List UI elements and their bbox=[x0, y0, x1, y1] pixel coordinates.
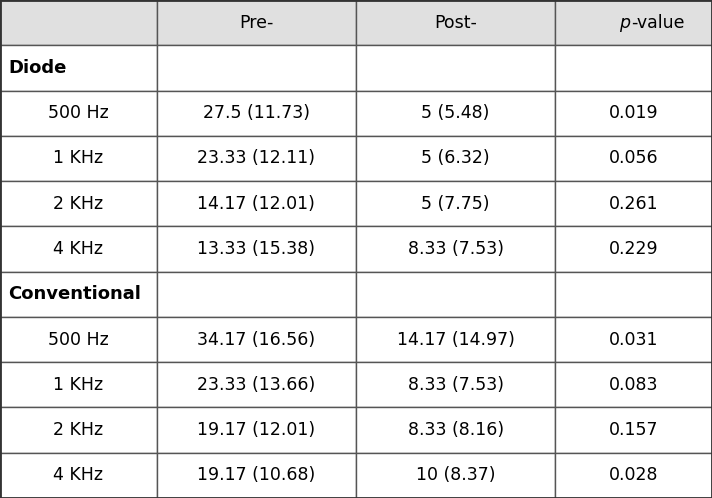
Text: 23.33 (13.66): 23.33 (13.66) bbox=[197, 376, 315, 394]
Text: 2 KHz: 2 KHz bbox=[53, 421, 103, 439]
Text: 0.157: 0.157 bbox=[609, 421, 659, 439]
Bar bbox=[356, 362, 555, 407]
Bar bbox=[0, 0, 157, 45]
Bar bbox=[0, 271, 157, 317]
Text: 5 (6.32): 5 (6.32) bbox=[422, 149, 490, 167]
Bar bbox=[555, 136, 712, 181]
Bar bbox=[157, 317, 356, 362]
Text: 500 Hz: 500 Hz bbox=[48, 331, 109, 349]
Bar bbox=[555, 453, 712, 498]
Text: 0.261: 0.261 bbox=[609, 195, 659, 213]
Text: p: p bbox=[619, 13, 630, 32]
Text: 500 Hz: 500 Hz bbox=[48, 104, 109, 122]
Bar bbox=[0, 181, 157, 227]
Bar bbox=[0, 136, 157, 181]
Text: 0.229: 0.229 bbox=[609, 240, 659, 258]
Bar bbox=[555, 45, 712, 91]
Bar bbox=[157, 181, 356, 227]
Bar bbox=[157, 136, 356, 181]
Bar bbox=[157, 91, 356, 136]
Bar bbox=[555, 317, 712, 362]
Bar bbox=[555, 91, 712, 136]
Text: 5 (5.48): 5 (5.48) bbox=[422, 104, 490, 122]
Bar bbox=[356, 453, 555, 498]
Text: -value: -value bbox=[631, 13, 684, 32]
Text: 19.17 (12.01): 19.17 (12.01) bbox=[197, 421, 315, 439]
Bar bbox=[356, 91, 555, 136]
Bar bbox=[157, 45, 356, 91]
Bar bbox=[157, 271, 356, 317]
Text: 13.33 (15.38): 13.33 (15.38) bbox=[197, 240, 315, 258]
Text: 1 KHz: 1 KHz bbox=[53, 149, 103, 167]
Text: 4 KHz: 4 KHz bbox=[53, 466, 103, 485]
Text: 4 KHz: 4 KHz bbox=[53, 240, 103, 258]
Bar bbox=[555, 0, 712, 45]
Text: 27.5 (11.73): 27.5 (11.73) bbox=[203, 104, 310, 122]
Bar bbox=[555, 407, 712, 453]
Bar bbox=[157, 407, 356, 453]
Bar bbox=[157, 453, 356, 498]
Text: Diode: Diode bbox=[9, 59, 67, 77]
Text: Post-: Post- bbox=[434, 13, 477, 32]
Bar bbox=[356, 45, 555, 91]
Bar bbox=[555, 181, 712, 227]
Bar bbox=[0, 227, 157, 271]
Text: Conventional: Conventional bbox=[9, 285, 142, 303]
Bar bbox=[157, 227, 356, 271]
Text: 14.17 (12.01): 14.17 (12.01) bbox=[197, 195, 315, 213]
Bar bbox=[555, 271, 712, 317]
Bar bbox=[356, 136, 555, 181]
Bar bbox=[555, 227, 712, 271]
Text: 14.17 (14.97): 14.17 (14.97) bbox=[397, 331, 515, 349]
Text: 0.019: 0.019 bbox=[609, 104, 659, 122]
Text: 0.056: 0.056 bbox=[609, 149, 659, 167]
Bar bbox=[356, 0, 555, 45]
Text: 34.17 (16.56): 34.17 (16.56) bbox=[197, 331, 315, 349]
Bar bbox=[157, 0, 356, 45]
Bar bbox=[0, 45, 157, 91]
Text: 10 (8.37): 10 (8.37) bbox=[416, 466, 496, 485]
Text: 8.33 (8.16): 8.33 (8.16) bbox=[407, 421, 504, 439]
Bar bbox=[157, 362, 356, 407]
Bar bbox=[356, 271, 555, 317]
Bar bbox=[0, 91, 157, 136]
Bar bbox=[0, 317, 157, 362]
Text: 2 KHz: 2 KHz bbox=[53, 195, 103, 213]
Text: Pre-: Pre- bbox=[239, 13, 273, 32]
Bar bbox=[555, 362, 712, 407]
Text: 0.083: 0.083 bbox=[609, 376, 659, 394]
Text: 0.031: 0.031 bbox=[609, 331, 659, 349]
Bar bbox=[0, 453, 157, 498]
Text: 23.33 (12.11): 23.33 (12.11) bbox=[197, 149, 315, 167]
Bar bbox=[0, 362, 157, 407]
Bar bbox=[356, 317, 555, 362]
Bar bbox=[356, 407, 555, 453]
Text: 8.33 (7.53): 8.33 (7.53) bbox=[408, 376, 503, 394]
Text: 19.17 (10.68): 19.17 (10.68) bbox=[197, 466, 315, 485]
Text: 8.33 (7.53): 8.33 (7.53) bbox=[408, 240, 503, 258]
Text: 1 KHz: 1 KHz bbox=[53, 376, 103, 394]
Bar bbox=[356, 181, 555, 227]
Text: 0.028: 0.028 bbox=[609, 466, 659, 485]
Text: 5 (7.75): 5 (7.75) bbox=[422, 195, 490, 213]
Bar bbox=[356, 227, 555, 271]
Bar bbox=[0, 407, 157, 453]
